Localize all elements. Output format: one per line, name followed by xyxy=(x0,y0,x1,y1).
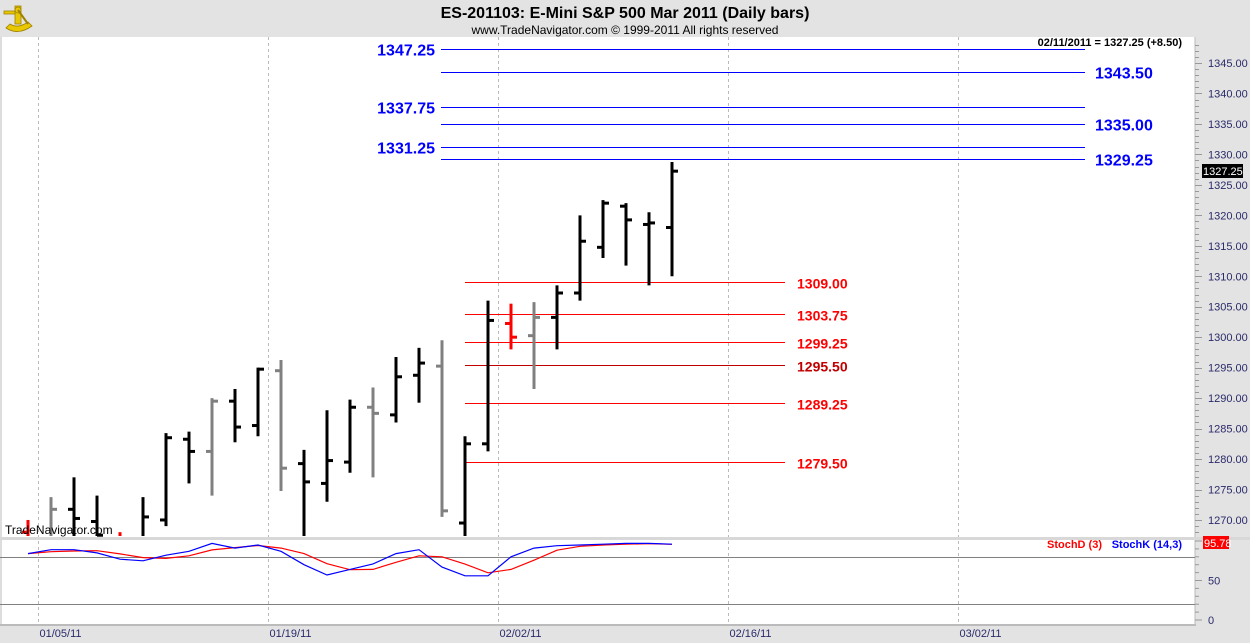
stochk-line xyxy=(27,542,673,577)
level-label: 1347.25 xyxy=(377,43,435,60)
level-label: 1289.25 xyxy=(797,397,848,413)
stochastic-panel xyxy=(0,540,1195,624)
panel-separator xyxy=(0,537,1250,540)
price-tick-label: 1270.00 xyxy=(1208,515,1248,527)
level-label: 1309.00 xyxy=(797,276,848,292)
ohlc-bar xyxy=(436,340,448,517)
price-tick-label: 1340.00 xyxy=(1208,88,1248,100)
grid xyxy=(0,37,1250,626)
stochastic-lines xyxy=(0,542,1195,605)
ohlc-bar xyxy=(367,387,379,478)
level-lines: 1347.25 1343.50 1337.75 1335.00 1331.25 1329.… xyxy=(377,43,1153,472)
logo xyxy=(3,5,33,32)
legend-stochd: StochD (3) xyxy=(1047,539,1102,551)
ohlc-bar xyxy=(206,398,218,496)
ohlc-bar xyxy=(344,399,356,473)
legend-stochk: StochK (14,3) xyxy=(1112,539,1183,551)
sextant-icon xyxy=(3,5,33,32)
stoch-last-value-box xyxy=(1203,536,1229,549)
price-tick-label: 1325.00 xyxy=(1208,180,1248,192)
price-tick-label: 1320.00 xyxy=(1208,210,1248,222)
ohlc-bar xyxy=(298,449,310,536)
price-tick-label: 1280.00 xyxy=(1208,454,1248,466)
price-tick-label: 1295.00 xyxy=(1208,363,1248,375)
date-tick-label: 02/16/11 xyxy=(730,628,772,640)
stoch-last-value: 95.78 xyxy=(1204,538,1232,550)
copyright-subtitle: www.TradeNavigator.com © 1999-2011 All r… xyxy=(471,23,779,37)
price-tick-label: 1335.00 xyxy=(1208,119,1248,131)
price-panel xyxy=(0,37,1195,537)
last-price-label: 1327.25 xyxy=(1203,166,1243,178)
ohlc-bar xyxy=(505,303,517,350)
ohlc-bar xyxy=(68,477,80,536)
price-tick-label: 1315.00 xyxy=(1208,241,1248,253)
level-label: 1299.25 xyxy=(797,336,848,352)
last-bar-info: 02/11/2011 = 1327.25 (+8.50) xyxy=(1038,37,1183,49)
ohlc-bar xyxy=(91,495,103,537)
chart-title: ES-201103: E-Mini S&P 500 Mar 2011 (Dail… xyxy=(441,5,810,22)
date-tick-label: 02/02/11 xyxy=(500,628,542,640)
stoch-tick-label: 50 xyxy=(1208,576,1220,588)
ohlc-bar xyxy=(413,347,425,403)
ohlc-bar xyxy=(482,300,494,452)
price-tick-label: 1290.00 xyxy=(1208,393,1248,405)
ohlc-bar xyxy=(183,431,195,484)
ohlc-bar xyxy=(229,388,241,443)
date-axis: 01/05/11 01/19/11 02/02/11 02/16/11 03/02/11 xyxy=(40,628,1002,640)
price-tick-label: 1330.00 xyxy=(1208,149,1248,161)
ohlc-bar xyxy=(160,433,172,527)
level-label: 1337.75 xyxy=(377,101,435,118)
last-price-box xyxy=(1202,164,1243,178)
ohlc-bar xyxy=(528,302,540,389)
date-tick-label: 03/02/11 xyxy=(960,628,1002,640)
date-tick-label: 01/05/11 xyxy=(40,628,82,640)
ohlc-bar xyxy=(620,203,632,266)
ohlc-bar xyxy=(22,519,30,536)
level-label: 1279.50 xyxy=(797,456,848,472)
bottom-border xyxy=(0,624,1196,626)
date-tick-label: 01/19/11 xyxy=(270,628,312,640)
stoch-tick-label: 0 xyxy=(1208,615,1214,627)
price-tick-label: 1305.00 xyxy=(1208,302,1248,314)
ohlc-bar xyxy=(321,410,333,502)
ohlc-bar xyxy=(597,200,609,258)
ohlc-bar xyxy=(275,360,287,492)
ohlc-bar xyxy=(390,356,402,423)
price-tick-label: 1285.00 xyxy=(1208,424,1248,436)
ohlc-bar xyxy=(643,212,655,286)
ohlc-bar xyxy=(252,367,264,437)
price-tick-label: 1310.00 xyxy=(1208,271,1248,283)
level-label: 1343.50 xyxy=(1095,66,1153,83)
price-tick-label: 1300.00 xyxy=(1208,332,1248,344)
stochastic-axis: 50 0 xyxy=(1195,540,1220,627)
price-tick-label: 1275.00 xyxy=(1208,485,1248,497)
ohlc-bar xyxy=(666,162,678,277)
level-label: 1295.50 xyxy=(797,359,848,375)
level-label: 1329.25 xyxy=(1095,153,1153,170)
watermark: TradeNavigator.com xyxy=(5,523,113,537)
level-label: 1303.75 xyxy=(797,308,848,324)
ohlc-bar xyxy=(551,285,563,350)
price-bars xyxy=(22,162,678,537)
ohlc-bar xyxy=(49,497,57,536)
ohlc-bar xyxy=(459,436,471,536)
ohlc-bar xyxy=(574,215,586,301)
ohlc-bar xyxy=(141,497,149,536)
price-tick-label: 1345.00 xyxy=(1208,58,1248,70)
price-axis: 1345.00 1340.00 1335.00 1330.00 1325.00 1320.… xyxy=(1195,45,1248,533)
level-label: 1335.00 xyxy=(1095,118,1153,135)
level-label: 1331.25 xyxy=(377,141,435,158)
